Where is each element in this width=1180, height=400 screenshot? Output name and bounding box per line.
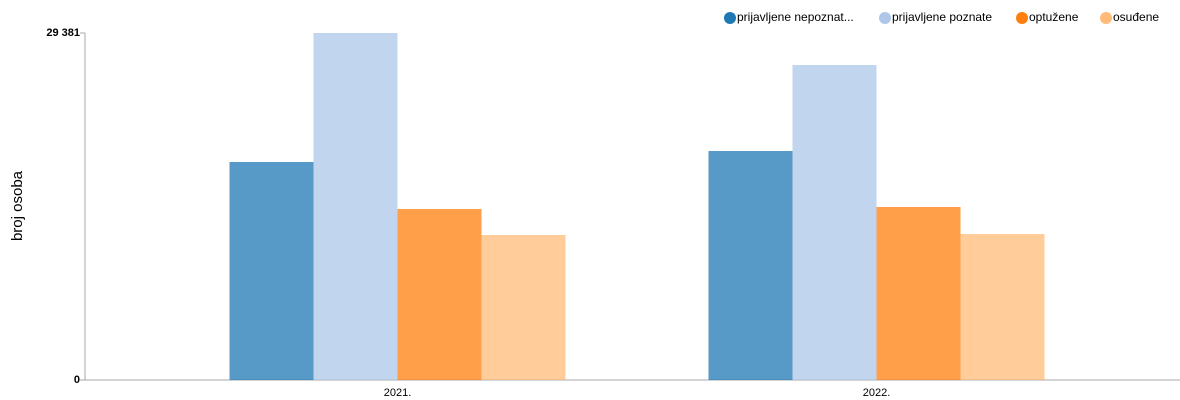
bar [792,64,877,380]
y-tick-label: 0 [74,374,80,386]
bar [481,235,566,380]
bar [313,33,398,380]
legend-label: prijavljene poznate [892,10,992,24]
bar [708,150,793,380]
y-axis-label: broj osoba [9,170,26,241]
legend-swatch [724,12,736,24]
legend-swatch [879,12,891,24]
legend-label: prijavljene nepoznat... [737,10,854,24]
bar [876,207,961,380]
legend-swatch [1100,12,1112,24]
legend-swatch [1016,12,1028,24]
bar [229,161,314,380]
legend-label: osuđene [1113,10,1159,24]
x-tick-label: 2022. [863,387,891,399]
x-tick-label: 2021. [384,387,412,399]
bar [397,208,482,380]
bar [960,234,1045,380]
y-tick-label: 29 381 [46,27,80,39]
legend-label: optužene [1029,10,1079,24]
